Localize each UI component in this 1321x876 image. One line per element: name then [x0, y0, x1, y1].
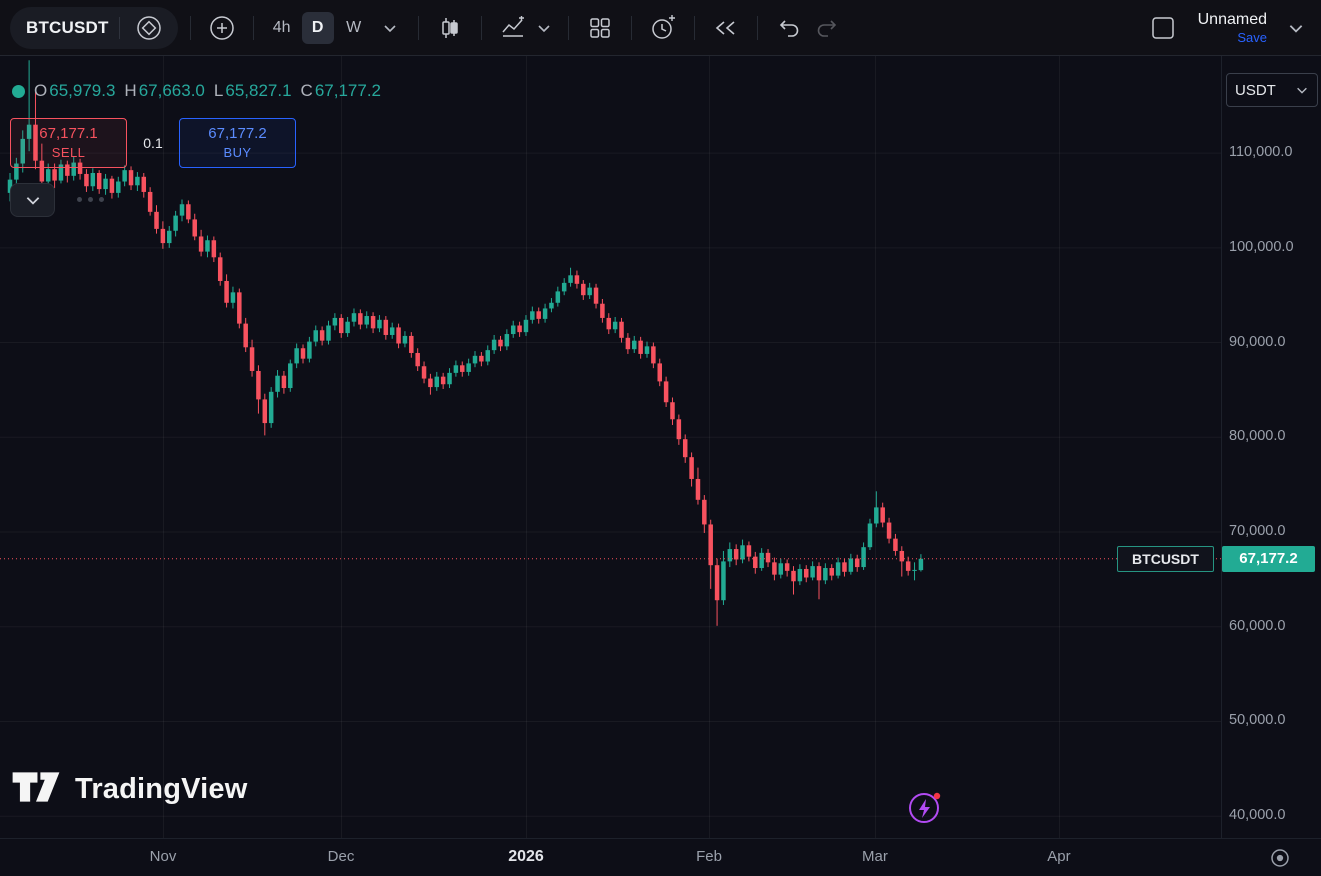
lightning-icon[interactable]	[906, 788, 944, 829]
indicator-templates-chevron-icon[interactable]	[532, 9, 556, 47]
toolbar-chevron-down-icon[interactable]	[1283, 9, 1309, 47]
layout-title-block: Unnamed Save	[1198, 10, 1267, 45]
symbol-price-tag: BTCUSDT	[1117, 545, 1214, 572]
price-tick: 40,000.0	[1229, 807, 1286, 824]
quantity-field[interactable]: 0.1	[143, 135, 163, 151]
buy-label: BUY	[223, 144, 252, 160]
time-axis[interactable]: Nov Dec 2026 Feb Mar Apr	[0, 838, 1321, 876]
toolbar-separator	[693, 15, 695, 40]
ohlc-high: H 67,663.0	[124, 81, 205, 100]
layout-select-button[interactable]	[1144, 9, 1182, 47]
ohlc-open: O 65,979.3	[34, 81, 116, 100]
save-button[interactable]: Save	[1237, 30, 1267, 45]
price-tick: 110,000.0	[1229, 144, 1293, 161]
price-tick: 100,000.0	[1229, 238, 1294, 255]
time-axis-label[interactable]: Feb	[696, 848, 722, 865]
interval-d-button[interactable]: D	[301, 11, 334, 44]
price-tick: 90,000.0	[1229, 333, 1286, 350]
time-axis-label[interactable]: Mar	[862, 848, 888, 865]
time-axis-label[interactable]: Dec	[327, 848, 355, 865]
chart-plot[interactable]	[0, 56, 1221, 838]
chart-region: O 65,979.3 H 67,663.0 L 65,827.1 C 67,177.2 …	[0, 56, 1321, 838]
ohlc-low: L 65,827.1	[213, 81, 292, 100]
drag-dots-icon[interactable]	[77, 197, 104, 202]
toolbar-separator	[567, 15, 569, 40]
toolbar-separator	[630, 15, 632, 40]
top-toolbar: BTCUSDT 4h D W	[0, 0, 1321, 56]
trade-panel-chevron-button[interactable]	[10, 183, 55, 217]
toolbar-separator	[189, 15, 191, 40]
interval-dropdown-chevron-icon[interactable]	[374, 12, 406, 44]
ohlc-legend[interactable]: O 65,979.3 H 67,663.0 L 65,827.1 C 67,177.2	[12, 81, 381, 101]
currency-dropdown[interactable]: USDT	[1226, 73, 1318, 107]
price-tick: 60,000.0	[1229, 617, 1286, 634]
indicators-button[interactable]	[494, 9, 532, 47]
currency-label: USDT	[1235, 81, 1276, 99]
toolbar-separator	[252, 15, 254, 40]
symbol-diamond-icon[interactable]	[130, 9, 168, 47]
price-tick: 70,000.0	[1229, 523, 1286, 540]
toolbar-separator	[480, 15, 482, 40]
time-axis-label[interactable]: Nov	[149, 848, 177, 865]
buy-price: 67,177.2	[208, 125, 267, 142]
time-axis-label[interactable]: 2026	[508, 848, 544, 865]
tradingview-watermark: TradingView	[10, 768, 248, 811]
layout-title[interactable]: Unnamed	[1197, 11, 1267, 28]
symbol-name: BTCUSDT	[26, 17, 109, 37]
time-axis-label[interactable]: Apr	[1047, 848, 1071, 865]
toolbar-separator	[417, 15, 419, 40]
trade-widget: 67,177.1 SELL 0.1 67,177.2 BUY	[10, 118, 296, 168]
chevron-down-icon	[1297, 87, 1307, 94]
ohlc-close: C 67,177.2	[300, 81, 382, 100]
price-tick: 50,000.0	[1229, 712, 1286, 729]
layout-grid-button[interactable]	[581, 9, 619, 47]
last-price-label: 67,177.2	[1222, 545, 1315, 572]
price-tick: 80,000.0	[1229, 428, 1286, 445]
interval-4h-button[interactable]: 4h	[266, 12, 298, 44]
sell-price: 67,177.1	[39, 125, 98, 142]
sell-label: SELL	[51, 144, 86, 160]
market-status-dot-icon	[12, 84, 25, 98]
watermark-text: TradingView	[75, 773, 248, 805]
symbol-button[interactable]: BTCUSDT	[10, 6, 178, 49]
redo-button[interactable]	[808, 9, 846, 47]
toolbar-separator	[756, 15, 758, 40]
interval-switcher: 4h D W	[266, 11, 406, 44]
chart-style-candles-button[interactable]	[431, 9, 469, 47]
toolbar-right-group: Unnamed Save	[1144, 9, 1311, 47]
compare-add-symbol-button[interactable]	[203, 9, 241, 47]
settings-icon[interactable]	[1267, 845, 1293, 874]
alert-clock-button[interactable]	[644, 9, 682, 47]
tradingview-logo-icon	[10, 768, 62, 811]
divider	[118, 16, 120, 39]
price-axis[interactable]: USDT 110,000.0 100,000.0 90,000.0 80,000.0 7…	[1221, 56, 1321, 838]
sell-button[interactable]: 67,177.1 SELL	[10, 118, 127, 168]
interval-w-button[interactable]: W	[338, 12, 370, 44]
undo-button[interactable]	[770, 9, 808, 47]
replay-button[interactable]	[707, 9, 745, 47]
buy-button[interactable]: 67,177.2 BUY	[179, 118, 296, 168]
